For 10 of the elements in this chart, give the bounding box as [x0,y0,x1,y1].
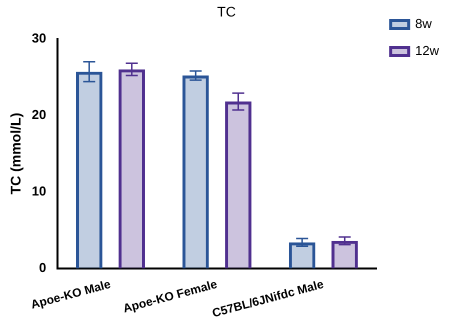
y-tick-label: 10 [32,183,46,198]
y-axis-title: TC (mmol/L) [7,112,24,194]
legend-label: 12w [415,43,440,58]
y-tick-label: 20 [32,106,46,122]
y-tick-label: 0 [39,260,46,275]
chart-title: TC [217,3,236,20]
y-tick-label: 30 [32,30,46,46]
bar [332,240,358,268]
legend-label: 8w [415,16,432,32]
bar [288,242,316,268]
